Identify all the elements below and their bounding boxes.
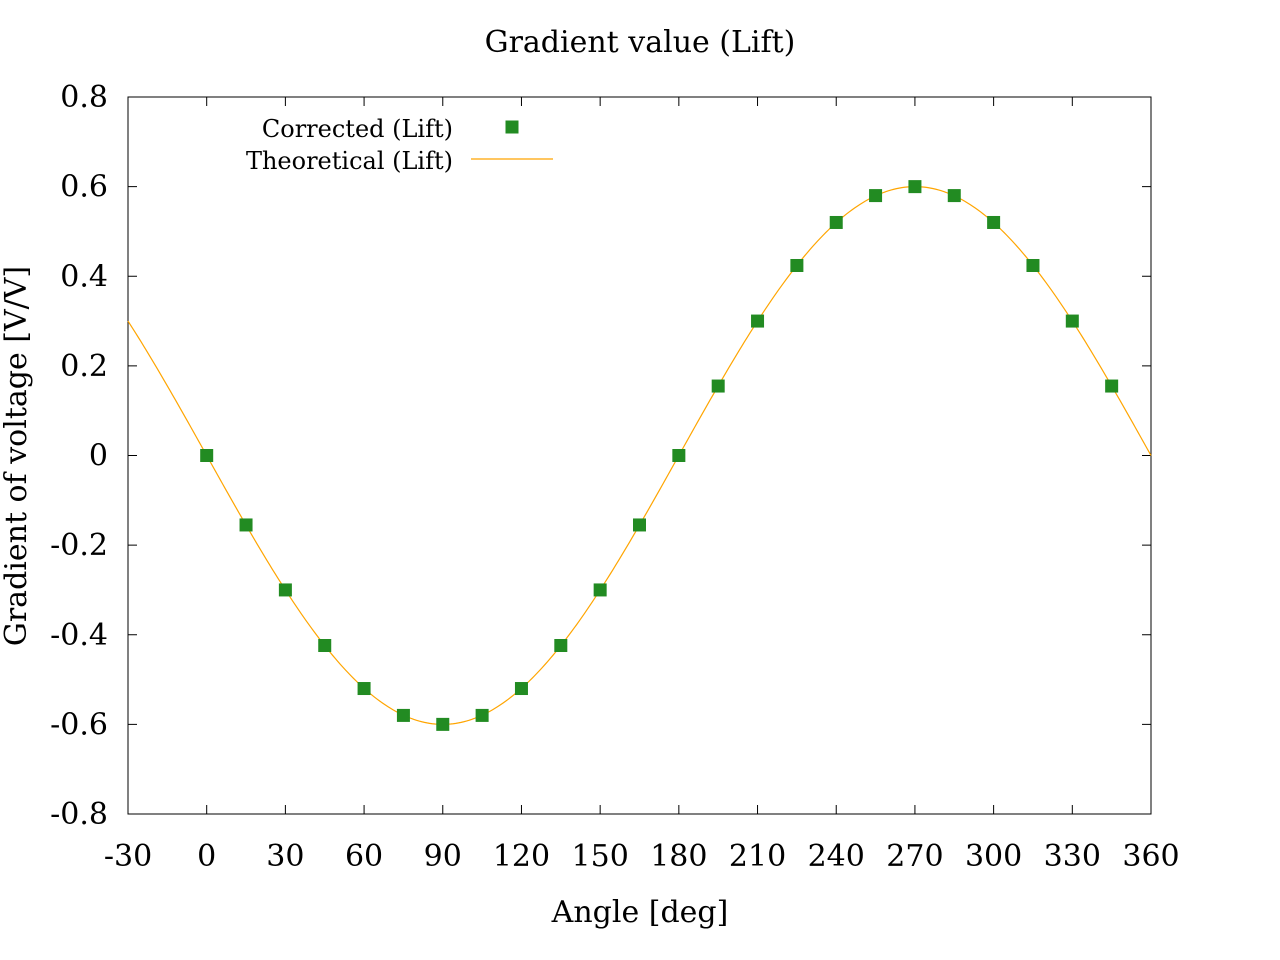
- x-tick-label: 30: [266, 839, 304, 874]
- corrected-marker: [711, 379, 725, 393]
- y-axis-label: Gradient of voltage [V/V]: [0, 266, 34, 646]
- corrected-marker: [514, 682, 528, 696]
- corrected-marker: [475, 708, 489, 722]
- y-tick-label: -0.4: [50, 618, 108, 653]
- x-tick-label: 240: [808, 839, 865, 874]
- corrected-marker: [1105, 379, 1119, 393]
- corrected-marker: [200, 449, 214, 462]
- x-tick-label: 360: [1122, 839, 1179, 874]
- legend-label-theoretical: Theoretical (Lift): [246, 147, 453, 175]
- corrected-marker: [396, 708, 410, 722]
- y-tick-label: 0.8: [60, 80, 108, 115]
- x-tick-label: 330: [1044, 839, 1101, 874]
- corrected-marker: [436, 717, 450, 731]
- x-tick-label: 0: [197, 839, 216, 874]
- legend-label-corrected: Corrected (Lift): [262, 115, 453, 143]
- y-tick-label: -0.6: [50, 707, 108, 742]
- corrected-marker: [1026, 258, 1040, 272]
- x-tick-label: 90: [424, 839, 462, 874]
- corrected-marker: [1065, 314, 1079, 328]
- x-tick-label: 300: [965, 839, 1022, 874]
- corrected-marker: [593, 583, 607, 597]
- corrected-marker: [829, 215, 843, 229]
- x-tick-label: 270: [886, 839, 943, 874]
- corrected-marker: [987, 215, 1001, 229]
- y-tick-label: -0.8: [50, 797, 108, 832]
- corrected-marker: [751, 314, 765, 328]
- corrected-marker: [672, 449, 686, 462]
- corrected-marker: [239, 518, 253, 532]
- x-tick-label: 180: [650, 839, 707, 874]
- corrected-marker: [633, 518, 646, 532]
- y-tick-label: 0: [89, 439, 108, 474]
- corrected-marker: [947, 189, 961, 203]
- legend: Corrected (Lift) Theoretical (Lift): [246, 115, 553, 175]
- corrected-marker: [357, 682, 371, 696]
- corrected-marker: [908, 180, 922, 194]
- theoretical-curve: [127, 186, 1152, 725]
- y-tick-label: 0.4: [60, 259, 108, 294]
- corrected-marker: [278, 583, 292, 597]
- x-tick-label: 60: [345, 839, 383, 874]
- x-tick-label: 120: [493, 839, 550, 874]
- y-tick-label: 0.6: [60, 170, 108, 205]
- x-axis-label: Angle [deg]: [551, 895, 729, 930]
- corrected-marker: [790, 258, 804, 272]
- chart-title: Gradient value (Lift): [485, 25, 796, 60]
- x-tick-label: 150: [572, 839, 629, 874]
- corrected-marker: [554, 639, 568, 653]
- y-tick-label: 0.2: [60, 349, 108, 384]
- corrected-marker: [318, 639, 332, 653]
- x-tick-label: 210: [729, 839, 786, 874]
- plot-area: -30 0 30 60 90 120 150 180 210 240 270 300 330 360 0.8…: [50, 80, 1179, 874]
- y-tick-label: -0.2: [50, 528, 108, 563]
- plot-frame: [127, 96, 1152, 815]
- legend-marker-corrected: [505, 120, 519, 134]
- corrected-marker: [869, 189, 883, 203]
- x-tick-label: -30: [104, 839, 152, 874]
